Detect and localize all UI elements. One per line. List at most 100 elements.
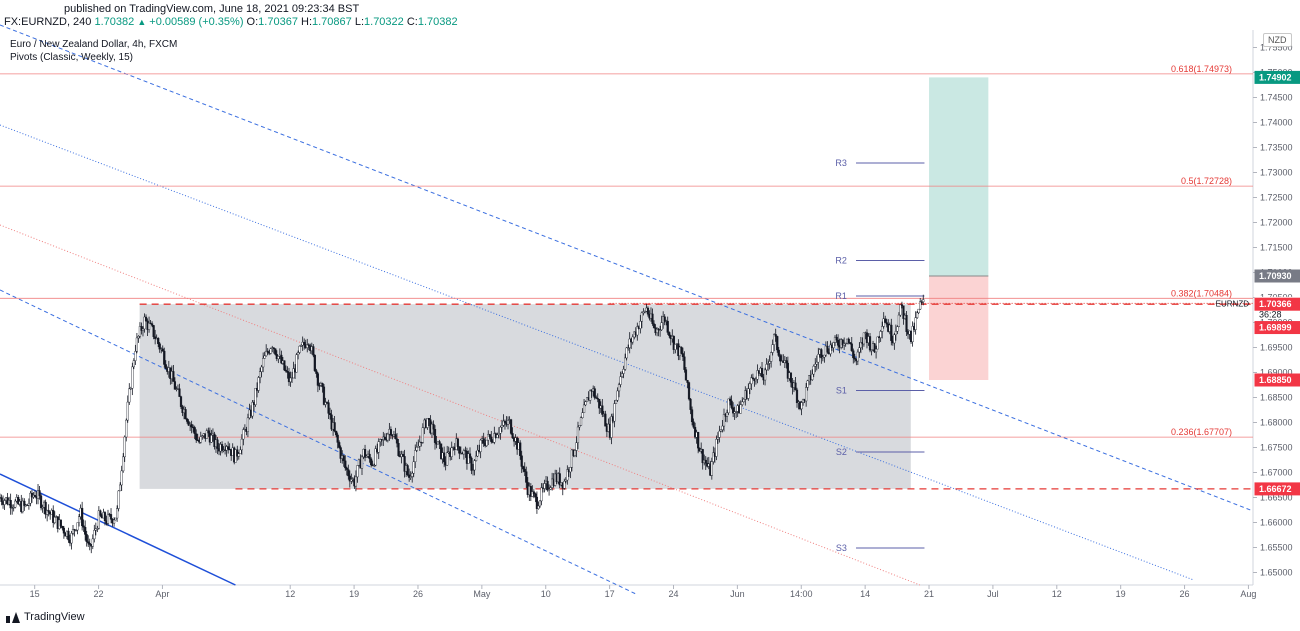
candle-body — [348, 475, 351, 482]
candle-body — [613, 403, 616, 422]
x-tick-label: 10 — [541, 589, 551, 599]
x-tick-label: 17 — [605, 589, 615, 599]
candle-body — [290, 377, 294, 379]
candle-body — [558, 473, 561, 486]
candle-body — [114, 517, 117, 521]
candle-body — [511, 433, 514, 439]
candle-body — [751, 377, 754, 379]
x-tick-label: 12 — [1052, 589, 1062, 599]
candle-body — [826, 345, 829, 353]
candle-body — [760, 367, 764, 378]
candle-body — [852, 350, 855, 359]
candle-body — [663, 316, 666, 322]
candle-body — [240, 438, 243, 451]
candle-body — [44, 501, 47, 515]
candle-body — [432, 423, 435, 430]
candle-body — [315, 370, 318, 374]
candle-body — [776, 336, 779, 351]
candle-body — [841, 339, 844, 346]
candle-body — [239, 449, 242, 454]
candle-body — [85, 534, 88, 542]
candle-body — [718, 430, 721, 438]
candle-body — [697, 431, 700, 449]
candle-body — [363, 449, 367, 458]
candle-body — [829, 344, 832, 355]
pivot-label: R2 — [835, 256, 847, 266]
candle-body — [140, 326, 143, 331]
candle-body — [345, 467, 348, 470]
candle-body — [471, 469, 475, 471]
candle-body — [497, 433, 500, 436]
low-label: L: — [354, 16, 365, 28]
candle-body — [849, 342, 852, 344]
candle-body — [418, 441, 421, 447]
candle-body — [479, 439, 482, 452]
price-axis-label: 1.66672 — [1259, 484, 1292, 494]
candle-body — [350, 479, 353, 482]
candle-body — [876, 336, 879, 350]
candle-body — [397, 443, 400, 456]
candle-body — [401, 453, 405, 457]
candle-body — [535, 496, 539, 509]
candle-body — [356, 465, 359, 478]
candle-body — [342, 455, 345, 462]
candle-body — [672, 336, 675, 350]
candle-body — [820, 349, 823, 359]
candle-body — [144, 316, 148, 322]
candle-body — [446, 452, 449, 466]
brand-name: TradingView — [24, 611, 85, 623]
candle-body — [458, 446, 461, 454]
candle-body — [786, 362, 789, 379]
candle-body — [71, 529, 75, 534]
candle-body — [770, 352, 773, 362]
candle-body — [379, 439, 382, 442]
candle-body — [821, 356, 824, 359]
candle-body — [534, 493, 537, 498]
candle-body — [763, 369, 767, 381]
candle-body — [38, 490, 41, 496]
candle-body — [61, 526, 64, 529]
candle-body — [727, 398, 730, 414]
candle-body — [122, 456, 125, 472]
candle-body — [686, 379, 689, 383]
candle-body — [538, 500, 542, 507]
pivot-label: S2 — [836, 447, 847, 457]
candle-body — [338, 442, 341, 448]
x-tick-label: May — [473, 589, 491, 599]
candle-body — [254, 388, 257, 405]
candle-body — [87, 541, 90, 544]
candle-body — [190, 424, 193, 428]
currency-badge[interactable]: NZD — [1263, 33, 1292, 47]
x-tick-label: 26 — [1180, 589, 1190, 599]
x-tick-label: 15 — [30, 589, 40, 599]
ohlc-readout: FX:EURNZD, 240 1.70382 ▲ +0.00589 (+0.35… — [4, 16, 458, 28]
bar-countdown-label: 36:28 — [1259, 309, 1282, 319]
candle-body — [300, 345, 303, 347]
candle-body — [689, 398, 692, 410]
candle-body — [549, 487, 552, 490]
candle-body — [307, 344, 310, 346]
candle-body — [74, 529, 78, 532]
fib-level-label: 0.236(1.67707) — [1171, 427, 1232, 437]
candle-body — [462, 450, 466, 455]
candle-body — [151, 323, 154, 326]
candle-body — [389, 429, 392, 436]
candle-body — [236, 449, 239, 457]
candle-body — [265, 350, 268, 357]
take-profit-zone — [929, 77, 989, 277]
open-value: 1.70367 — [258, 16, 298, 28]
candle-body — [540, 487, 543, 502]
candle-body — [794, 382, 797, 391]
candle-body — [800, 402, 803, 410]
candle-body — [496, 434, 499, 438]
y-tick-label: 1.71500 — [1260, 243, 1293, 253]
candle-body — [284, 369, 288, 372]
candle-body — [657, 328, 660, 331]
candle-body — [725, 412, 729, 417]
candle-body — [765, 364, 768, 371]
pivot-label: R1 — [835, 291, 847, 301]
candle-body — [368, 453, 371, 460]
candle-body — [595, 397, 598, 399]
open-label: O: — [246, 16, 259, 28]
